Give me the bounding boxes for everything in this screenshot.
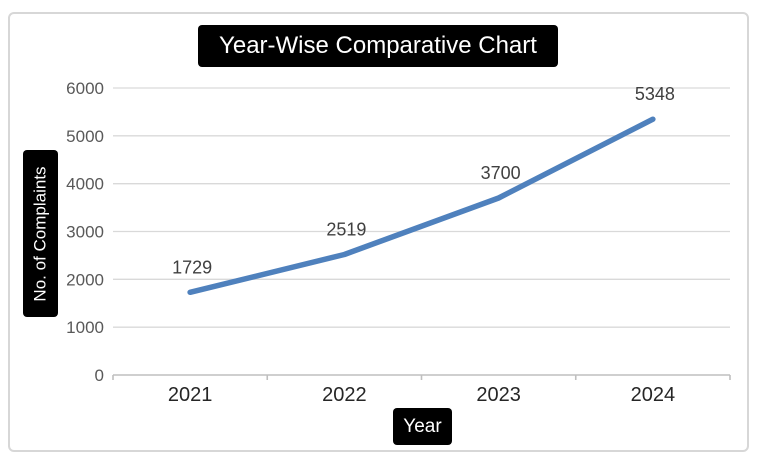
- y-tick-label: 3000: [66, 223, 104, 242]
- x-axis-title: Year: [403, 415, 442, 437]
- x-tick-label: 2021: [168, 384, 213, 406]
- y-tick-label: 5000: [66, 127, 104, 146]
- data-series-line: [187, 116, 656, 296]
- data-point-label: 5348: [635, 84, 675, 104]
- x-tick-label: 2023: [476, 384, 521, 406]
- x-tick-label: 2022: [322, 384, 367, 406]
- chart-frame: [8, 12, 749, 452]
- data-point-label: 2519: [326, 220, 366, 240]
- y-tick-label: 0: [95, 366, 104, 385]
- chart-title-box: Year-Wise Comparative Chart: [198, 25, 558, 67]
- y-axis-title-box: No. of Complaints: [23, 150, 58, 317]
- y-tick-label: 1000: [66, 318, 104, 337]
- data-point-label: 3700: [481, 163, 521, 183]
- x-tick-label: 2024: [631, 384, 676, 406]
- y-axis-title: No. of Complaints: [30, 165, 50, 302]
- y-tick-label: 6000: [66, 79, 104, 98]
- data-point-label: 1729: [172, 257, 212, 277]
- x-axis-title-box: Year: [393, 408, 452, 445]
- y-tick-label: 4000: [66, 175, 104, 194]
- chart-title: Year-Wise Comparative Chart: [219, 32, 537, 59]
- y-tick-label: 2000: [66, 270, 104, 289]
